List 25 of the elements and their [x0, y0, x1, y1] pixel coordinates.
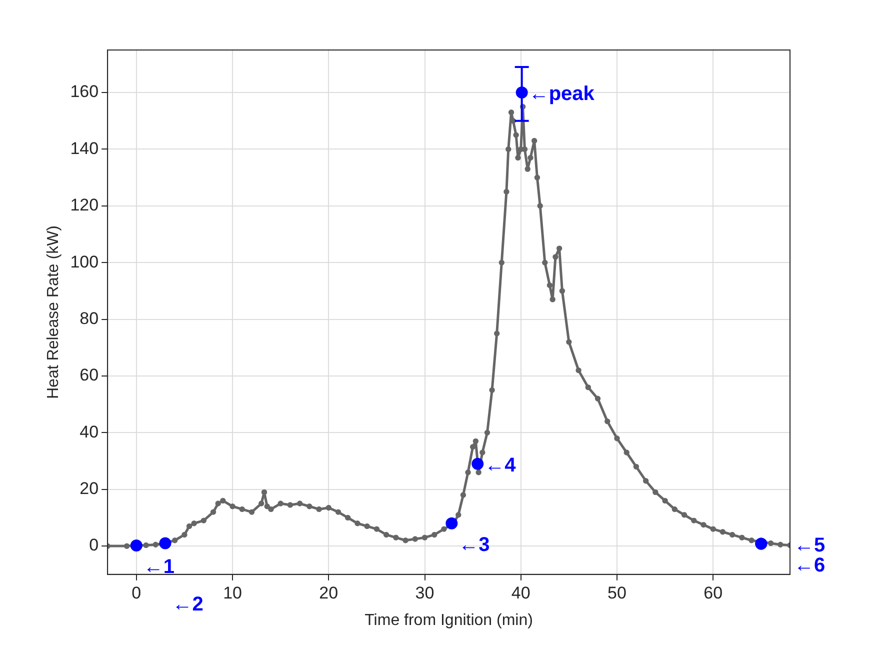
x-axis-title: Time from Ignition (min) [364, 612, 533, 629]
x-tick-label: 0 [132, 583, 142, 602]
y-tick-label: 80 [80, 308, 99, 328]
x-tick-label: 10 [223, 583, 242, 602]
y-tick-label: 20 [80, 479, 99, 498]
y-tick-label: 100 [70, 252, 99, 272]
x-tick-label: 30 [415, 583, 434, 602]
annotation: ←3 [458, 534, 490, 556]
x-tick-label: 40 [511, 583, 530, 602]
x-tick-label: 50 [608, 583, 626, 602]
annotation: ←1 [143, 556, 175, 578]
annotation: ←5 [794, 534, 826, 556]
annotation: ←4 [484, 454, 517, 476]
y-tick-label: 140 [70, 138, 99, 158]
y-tick-label: 40 [80, 422, 99, 442]
x-tick-label: 60 [704, 583, 723, 602]
y-tick-label: 120 [70, 196, 99, 215]
annotation: ←peak [528, 83, 596, 106]
y-tick-label: 60 [80, 366, 99, 385]
annotation: ←6 [794, 554, 826, 576]
x-tick-label: 20 [319, 583, 338, 602]
y-tick-label: 0 [89, 536, 99, 555]
y-tick-label: 160 [70, 82, 99, 102]
annotation: ←2 [172, 594, 204, 616]
y-axis-title: Heat Release Rate (kW) [45, 226, 62, 399]
